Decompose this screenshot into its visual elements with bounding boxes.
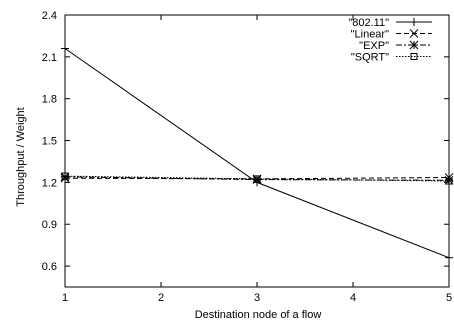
plot-area [64, 14, 450, 288]
legend-label: "Linear" [351, 29, 389, 41]
legend-marker [409, 29, 419, 38]
legend-marker [410, 18, 418, 26]
series-lines [60, 44, 454, 262]
y-tick-label: 1.2 [42, 177, 57, 189]
legend-label: "EXP" [359, 40, 389, 52]
series-line-0 [64, 48, 450, 259]
y-tick-label: 1.8 [42, 94, 57, 106]
x-axis-label: Destination node of a flow [195, 309, 322, 320]
y-axis-label: Throughput / Weight [15, 107, 27, 206]
x-tick-label: 2 [158, 292, 164, 304]
x-tick-label: 3 [254, 292, 260, 304]
legend-marker [410, 53, 418, 60]
x-tick-label: 5 [446, 292, 452, 304]
y-tick-label: 0.9 [42, 219, 57, 231]
series-line-3 [64, 175, 450, 182]
legend-marker [409, 40, 419, 50]
axis-ticks: 1 2 3 4 5 0.6 0.9 1.2 1.5 1.8 2.1 2.4 [42, 10, 452, 304]
data-point-3-1 [253, 175, 261, 183]
legend: "802.11""Linear""EXP""SQRT" [348, 17, 432, 64]
plot-border [64, 14, 450, 288]
x-tick-label: 4 [350, 292, 356, 304]
y-tick-label: 1.5 [42, 136, 57, 148]
data-point-0-0 [61, 44, 69, 53]
y-tick-label: 2.4 [42, 10, 57, 22]
legend-label: "SQRT" [351, 52, 389, 64]
y-tick-label: 0.6 [42, 261, 57, 273]
legend-label: "802.11" [348, 17, 389, 29]
data-point-3-2 [445, 177, 453, 185]
y-tick-label: 2.1 [42, 52, 57, 64]
data-point-3-0 [61, 172, 69, 180]
x-tick-label: 1 [62, 292, 68, 304]
data-point-0-2 [445, 253, 453, 262]
